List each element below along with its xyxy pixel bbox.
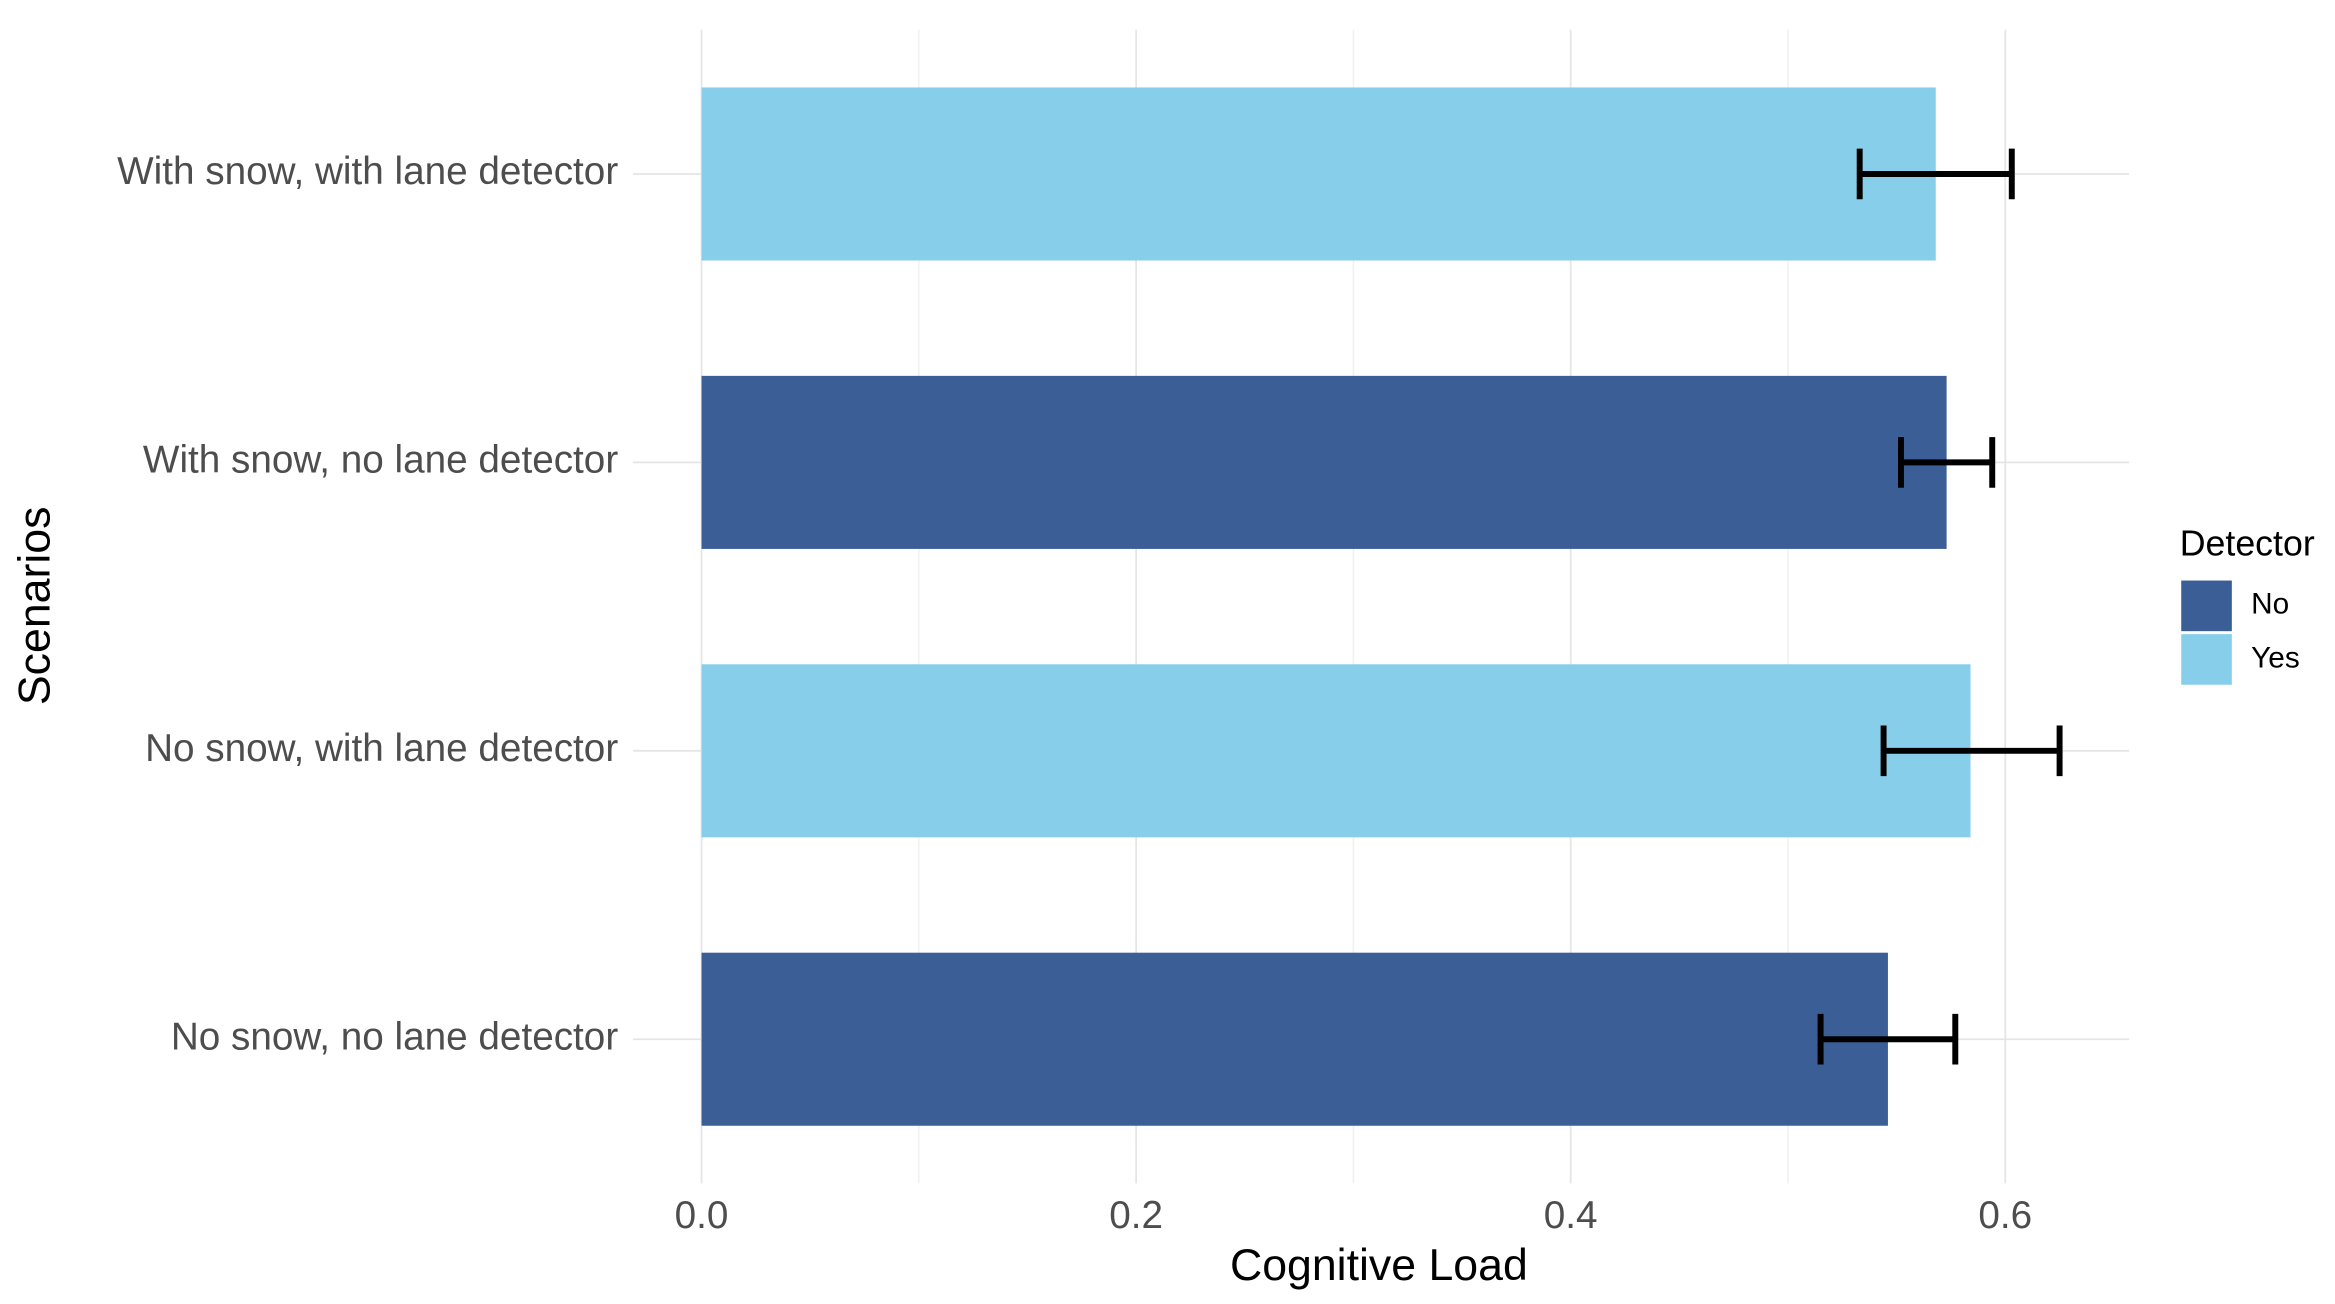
bar <box>701 375 1947 549</box>
x-tick-label: 0.2 <box>1109 1194 1163 1237</box>
y-tick-label: With snow, no lane detector <box>143 439 618 482</box>
legend-label: No <box>2251 588 2289 621</box>
y-tick-label: No snow, no lane detector <box>171 1015 618 1058</box>
error-bar <box>1880 725 2063 777</box>
bar <box>701 664 1971 838</box>
legend-key <box>2181 580 2232 632</box>
bar <box>701 952 1888 1126</box>
legend-key <box>2181 634 2232 685</box>
legend-title: Detector <box>2180 524 2315 564</box>
error-bar <box>1856 148 2015 200</box>
error-bar <box>1897 437 1996 488</box>
x-tick-label: 0.4 <box>1544 1194 1598 1237</box>
legend-label: Yes <box>2251 641 2300 674</box>
x-axis-title: Cognitive Load <box>1230 1241 1528 1290</box>
y-axis-title: Scenarios <box>10 507 59 706</box>
x-tick-label: 0.6 <box>1978 1194 2032 1237</box>
error-bar <box>1817 1013 1959 1065</box>
bar <box>701 87 1936 261</box>
y-tick-label: No snow, with lane detector <box>145 727 618 770</box>
x-tick-label: 0.0 <box>675 1194 729 1237</box>
y-tick-label: With snow, with lane detector <box>117 150 618 193</box>
